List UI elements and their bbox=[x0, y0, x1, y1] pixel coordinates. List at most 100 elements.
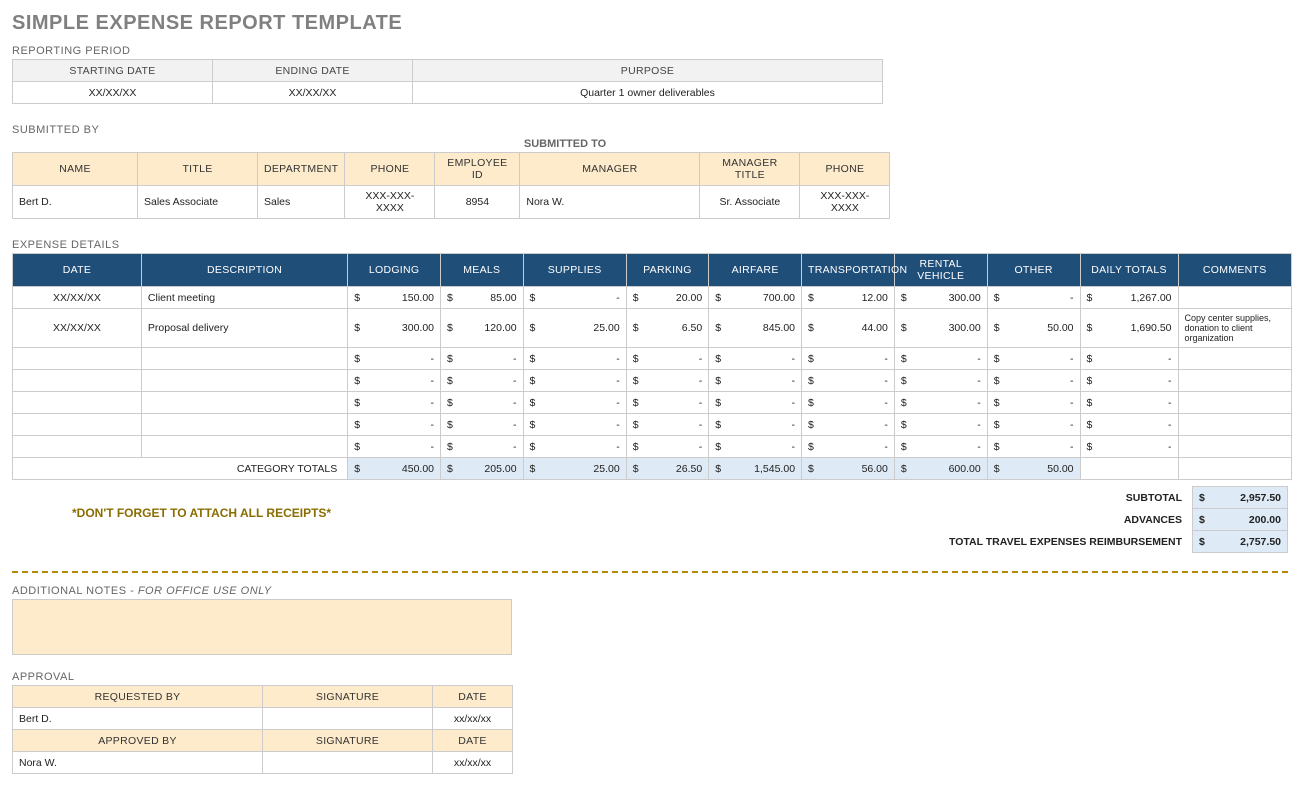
expense-comments-cell[interactable] bbox=[1178, 392, 1292, 414]
submitted-cell[interactable]: XXX-XXX-XXXX bbox=[345, 186, 435, 219]
approval-signature-cell[interactable] bbox=[263, 752, 433, 774]
expense-comments-cell[interactable] bbox=[1178, 414, 1292, 436]
expense-comments-cell[interactable] bbox=[1178, 348, 1292, 370]
expense-comments-cell[interactable] bbox=[1178, 370, 1292, 392]
expense-money-cell[interactable]: $205.00 bbox=[441, 458, 524, 480]
expense-money-cell[interactable]: $- bbox=[1080, 392, 1178, 414]
expense-money-cell[interactable]: $120.00 bbox=[441, 309, 524, 348]
expense-money-cell[interactable]: $- bbox=[709, 414, 802, 436]
submitted-cell[interactable]: XXX-XXX-XXXX bbox=[800, 186, 890, 219]
expense-money-cell[interactable]: $- bbox=[626, 348, 709, 370]
expense-money-cell[interactable]: $- bbox=[441, 414, 524, 436]
expense-money-cell[interactable]: $20.00 bbox=[626, 287, 709, 309]
expense-money-cell[interactable]: $- bbox=[348, 348, 441, 370]
expense-comments-cell[interactable] bbox=[1178, 287, 1292, 309]
submitted-cell[interactable]: Sales bbox=[258, 186, 345, 219]
expense-money-cell[interactable]: $6.50 bbox=[626, 309, 709, 348]
expense-money-cell[interactable]: $300.00 bbox=[894, 287, 987, 309]
expense-description-cell[interactable] bbox=[141, 348, 347, 370]
expense-description-cell[interactable]: Client meeting bbox=[141, 287, 347, 309]
expense-money-cell[interactable]: $- bbox=[987, 370, 1080, 392]
expense-money-cell[interactable]: $- bbox=[523, 436, 626, 458]
expense-money-cell[interactable]: $- bbox=[894, 392, 987, 414]
expense-description-cell[interactable] bbox=[141, 414, 347, 436]
approval-date-cell[interactable]: xx/xx/xx bbox=[433, 708, 513, 730]
expense-money-cell[interactable]: $- bbox=[348, 392, 441, 414]
expense-money-cell[interactable]: $- bbox=[1080, 436, 1178, 458]
reporting-period-cell[interactable]: XX/XX/XX bbox=[213, 82, 413, 104]
reporting-period-cell[interactable]: XX/XX/XX bbox=[13, 82, 213, 104]
expense-money-cell[interactable]: $- bbox=[348, 414, 441, 436]
expense-money-cell[interactable]: $- bbox=[441, 348, 524, 370]
expense-money-cell[interactable]: $- bbox=[709, 370, 802, 392]
expense-money-cell[interactable]: $1,690.50 bbox=[1080, 309, 1178, 348]
expense-money-cell[interactable]: $- bbox=[802, 392, 895, 414]
expense-description-cell[interactable]: Proposal delivery bbox=[141, 309, 347, 348]
expense-money-cell[interactable]: $50.00 bbox=[987, 458, 1080, 480]
expense-money-cell[interactable]: $845.00 bbox=[709, 309, 802, 348]
expense-date-cell[interactable] bbox=[13, 370, 142, 392]
expense-date-cell[interactable] bbox=[13, 436, 142, 458]
expense-money-cell[interactable]: $25.00 bbox=[523, 458, 626, 480]
expense-money-cell[interactable]: $- bbox=[802, 348, 895, 370]
expense-money-cell[interactable]: $- bbox=[441, 392, 524, 414]
expense-money-cell[interactable]: $- bbox=[802, 370, 895, 392]
expense-money-cell[interactable]: $50.00 bbox=[987, 309, 1080, 348]
expense-money-cell[interactable]: $- bbox=[802, 436, 895, 458]
expense-money-cell[interactable]: $- bbox=[1080, 414, 1178, 436]
expense-money-cell[interactable]: $44.00 bbox=[802, 309, 895, 348]
submitted-cell[interactable]: Bert D. bbox=[13, 186, 138, 219]
expense-description-cell[interactable] bbox=[141, 370, 347, 392]
expense-money-cell[interactable]: $- bbox=[523, 287, 626, 309]
expense-money-cell[interactable]: $- bbox=[626, 392, 709, 414]
expense-money-cell[interactable]: $1,267.00 bbox=[1080, 287, 1178, 309]
expense-date-cell[interactable] bbox=[13, 348, 142, 370]
approval-date-cell[interactable]: xx/xx/xx bbox=[433, 752, 513, 774]
expense-money-cell[interactable]: $600.00 bbox=[894, 458, 987, 480]
expense-money-cell[interactable]: $- bbox=[441, 436, 524, 458]
expense-money-cell[interactable]: $26.50 bbox=[626, 458, 709, 480]
expense-money-cell[interactable]: $- bbox=[894, 348, 987, 370]
expense-money-cell[interactable]: $700.00 bbox=[709, 287, 802, 309]
expense-money-cell[interactable]: $- bbox=[987, 348, 1080, 370]
expense-money-cell[interactable]: $- bbox=[348, 436, 441, 458]
expense-money-cell[interactable]: $- bbox=[523, 348, 626, 370]
expense-date-cell[interactable]: XX/XX/XX bbox=[13, 287, 142, 309]
approval-signature-cell[interactable] bbox=[263, 708, 433, 730]
expense-date-cell[interactable]: XX/XX/XX bbox=[13, 309, 142, 348]
expense-comments-cell[interactable] bbox=[1178, 436, 1292, 458]
expense-money-cell[interactable]: $- bbox=[987, 414, 1080, 436]
expense-money-cell[interactable]: $- bbox=[523, 414, 626, 436]
expense-money-cell[interactable]: $- bbox=[709, 392, 802, 414]
submitted-cell[interactable]: Sales Associate bbox=[138, 186, 258, 219]
expense-money-cell[interactable]: $150.00 bbox=[348, 287, 441, 309]
expense-money-cell[interactable]: $300.00 bbox=[348, 309, 441, 348]
expense-date-cell[interactable] bbox=[13, 392, 142, 414]
expense-money-cell[interactable]: $- bbox=[348, 370, 441, 392]
expense-money-cell[interactable]: $- bbox=[441, 370, 524, 392]
expense-money-cell[interactable]: $- bbox=[894, 370, 987, 392]
expense-date-cell[interactable] bbox=[13, 414, 142, 436]
expense-money-cell[interactable]: $- bbox=[987, 436, 1080, 458]
expense-money-cell[interactable]: $- bbox=[987, 392, 1080, 414]
submitted-cell[interactable]: 8954 bbox=[435, 186, 520, 219]
approval-name-cell[interactable]: Bert D. bbox=[13, 708, 263, 730]
approval-name-cell[interactable]: Nora W. bbox=[13, 752, 263, 774]
expense-money-cell[interactable]: $12.00 bbox=[802, 287, 895, 309]
expense-money-cell[interactable]: $25.00 bbox=[523, 309, 626, 348]
expense-money-cell[interactable]: $56.00 bbox=[802, 458, 895, 480]
expense-money-cell[interactable]: $- bbox=[894, 436, 987, 458]
expense-money-cell[interactable]: $85.00 bbox=[441, 287, 524, 309]
expense-money-cell[interactable]: $- bbox=[802, 414, 895, 436]
expense-money-cell[interactable]: $- bbox=[709, 436, 802, 458]
expense-money-cell[interactable]: $- bbox=[626, 414, 709, 436]
reporting-period-cell[interactable]: Quarter 1 owner deliverables bbox=[413, 82, 883, 104]
expense-money-cell[interactable]: $- bbox=[894, 414, 987, 436]
expense-money-cell[interactable]: $- bbox=[1080, 348, 1178, 370]
expense-money-cell[interactable]: $- bbox=[709, 348, 802, 370]
submitted-cell[interactable]: Sr. Associate bbox=[700, 186, 800, 219]
expense-money-cell[interactable]: $- bbox=[987, 287, 1080, 309]
expense-description-cell[interactable] bbox=[141, 392, 347, 414]
expense-comments-cell[interactable]: Copy center supplies, donation to client… bbox=[1178, 309, 1292, 348]
expense-money-cell[interactable]: $300.00 bbox=[894, 309, 987, 348]
